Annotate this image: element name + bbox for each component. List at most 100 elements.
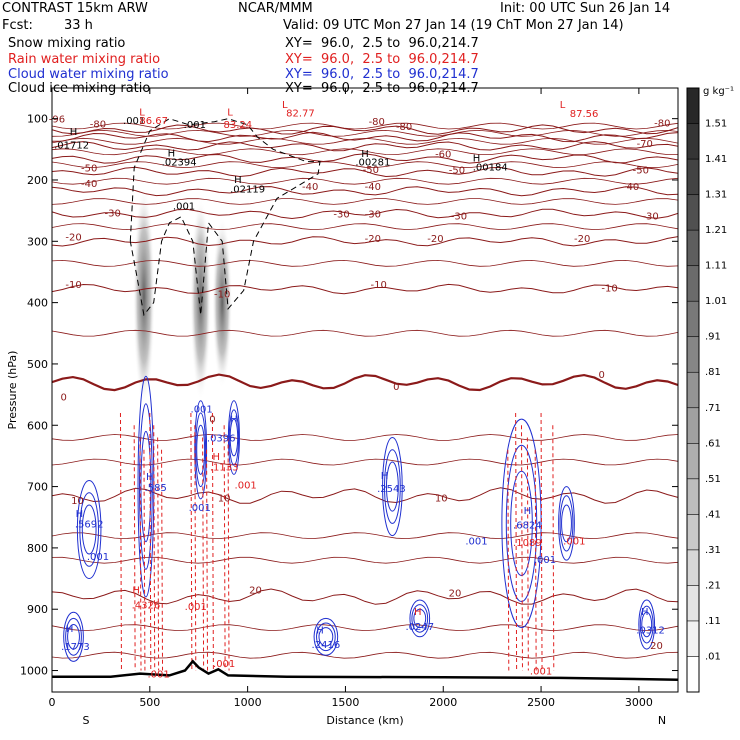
extremum-label: .1773 (61, 642, 90, 653)
temperature-contour-line (52, 259, 678, 267)
extremum-label: .00184 (473, 162, 508, 173)
extremum-label: 87.56 (570, 109, 599, 120)
cloud-water-contour (81, 504, 97, 555)
temperature-label: -96 (49, 115, 65, 126)
extremum-label: 86.67 (139, 116, 168, 127)
colorbar-level-label: .41 (705, 509, 721, 520)
temperature-label: -30 (333, 210, 349, 221)
rain-water-contour (227, 437, 230, 671)
cloud-water-contour (138, 403, 153, 570)
cloud-water-contour (558, 486, 575, 561)
colorbar-level-label: 1.21 (705, 225, 727, 236)
cloud-water-contour (316, 622, 336, 652)
rain-water-contour (552, 425, 555, 671)
temperature-label: -80 (369, 117, 385, 128)
cloud-water-contour (413, 608, 427, 629)
temperature-label: 0 (61, 392, 67, 403)
extremum-label: H (168, 148, 176, 159)
extremum-label: .001 (184, 120, 206, 131)
y-tick-label: 500 (27, 358, 48, 371)
extremum-label: .4326 (132, 600, 161, 611)
temperature-contour-line (52, 129, 678, 137)
temperature-contour-line (52, 651, 678, 659)
extremum-label: H (473, 153, 481, 164)
y-tick-label: 400 (27, 297, 48, 310)
extremum-label: H (381, 471, 389, 482)
extremum-label: H (76, 509, 84, 520)
cloud-water-contour (313, 617, 339, 656)
cloud-water-contour (382, 437, 403, 537)
temperature-label: -10 (214, 289, 230, 300)
colorbar-level-label: .61 (705, 438, 721, 449)
rain-water-contour (161, 449, 164, 671)
temperature-label: -50 (363, 165, 379, 176)
rain-water-contour (139, 437, 142, 671)
temperature-contour-line (52, 487, 678, 504)
x-end-label-north: N (658, 714, 666, 727)
rain-water-contour (190, 412, 193, 671)
rain-water-contour (202, 437, 205, 671)
extremum-label: .001 (563, 537, 585, 548)
field-name-snow: Snow mixing ratio (8, 36, 126, 51)
extremum-label: .001 (185, 602, 207, 613)
cloud-water-contour (65, 617, 82, 656)
rain-water-contour (149, 412, 152, 671)
y-tick-label: 200 (27, 174, 48, 187)
extremum-label: .001 (191, 405, 213, 416)
temperature-label: 10 (435, 494, 448, 505)
init-time: Init: 00 UTC Sun 26 Jan 14 (500, 1, 671, 16)
fcst-value: 33 h (64, 18, 93, 33)
extremum-label: H (230, 415, 238, 426)
temperature-contour-line (52, 137, 678, 145)
temperature-contour-line (52, 161, 678, 169)
temperature-label: -50 (449, 166, 465, 177)
extremum-label: .00281 (355, 158, 390, 169)
temperature-contour-line (52, 177, 678, 185)
extremum-label: H (316, 625, 324, 636)
y-tick-label: 800 (27, 542, 48, 555)
extremum-label: .0247 (405, 622, 434, 633)
field-xy-cloudwater: XY= 96.0, 2.5 to 96.0,214.7 (285, 67, 479, 82)
temperature-label: 10 (218, 494, 231, 505)
temperature-contour-line (52, 148, 678, 156)
snow-column-0 (133, 186, 155, 407)
y-tick-label: 300 (27, 235, 48, 248)
extremum-label: .001 (87, 552, 109, 563)
extremum-label: H (146, 472, 154, 483)
extremum-label: 83.24 (224, 120, 253, 131)
extremum-label: .001 (530, 667, 552, 678)
temperature-label: -30 (451, 212, 467, 223)
temperature-label: -40 (302, 182, 318, 193)
colorbar-bin (687, 336, 699, 373)
temperature-label: -10 (371, 280, 387, 291)
temperature-contour-line (52, 122, 678, 130)
colorbar-bin (687, 88, 699, 125)
extremum-label: .0396 (207, 434, 236, 445)
colorbar-bin (687, 549, 699, 586)
cloud-water-contour (409, 599, 431, 638)
y-tick-label: 900 (27, 603, 48, 616)
rain-water-contour (194, 425, 197, 671)
temperature-label: -20 (574, 234, 590, 245)
temperature-label: -20 (427, 234, 443, 245)
extremum-label: .001 (173, 202, 195, 213)
extremum-label: .02119 (230, 185, 265, 196)
temperature-contour-line (52, 434, 678, 441)
rain-water-contour (526, 437, 529, 671)
x-tick-label: 1000 (234, 696, 262, 709)
colorbar-level-label: 1.11 (705, 261, 727, 272)
temperature-contour-line (52, 458, 678, 466)
extremum-label: H (524, 506, 532, 517)
extremum-label: .01712 (54, 140, 89, 151)
extremum-label: .2543 (377, 484, 406, 495)
cloud-water-contour (639, 605, 654, 644)
colorbar-bin (687, 407, 699, 444)
extremum-label: L (139, 107, 145, 118)
temperature-label: 20 (449, 589, 462, 600)
extremum-label: .001 (189, 503, 211, 514)
snow-column-2 (212, 216, 233, 389)
rain-water-contour (211, 412, 214, 671)
colorbar-bin (687, 372, 699, 409)
y-tick-label: 1000 (20, 665, 48, 678)
temperature-label: 20 (249, 586, 262, 597)
